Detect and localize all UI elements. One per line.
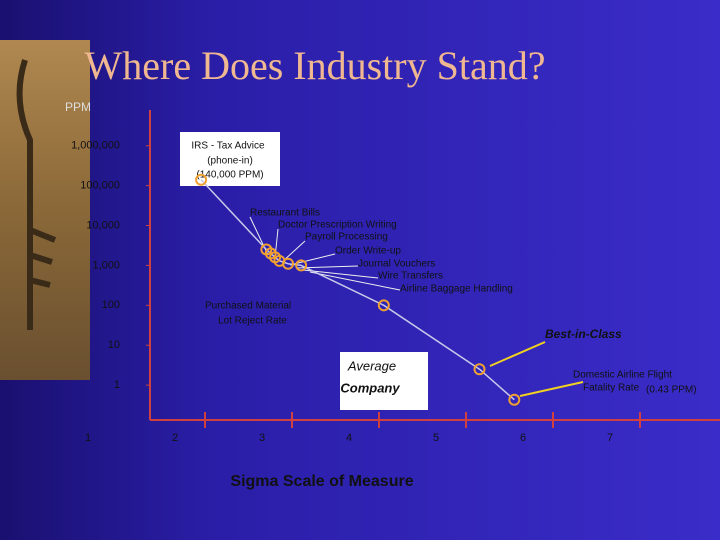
annotation: Company <box>340 380 400 395</box>
annotation: Payroll Processing <box>305 232 388 243</box>
annotation: (140,000 PPM) <box>196 170 263 181</box>
y-tick-label: 10,000 <box>86 219 120 231</box>
annotation-box <box>340 352 428 410</box>
annotation: Journal Vouchers <box>358 259 435 270</box>
point <box>295 259 308 272</box>
annotation: Domestic Airline Flight <box>573 370 672 381</box>
annotation: Best-in-Class <box>545 327 622 341</box>
point <box>377 299 390 312</box>
annotation: Lot Reject Rate <box>218 316 287 327</box>
y-tick-label: 1,000,000 <box>71 140 120 152</box>
y-tick-label: 1 <box>114 379 120 391</box>
key-image <box>0 40 90 380</box>
annotation: IRS - Tax Advice <box>191 141 265 152</box>
y-tick-label: 10 <box>108 339 120 351</box>
annotation: Airline Baggage Handling <box>400 284 513 295</box>
annotation: (phone-in) <box>207 156 253 167</box>
annotation: Fatality Rate <box>583 383 640 394</box>
point <box>195 173 208 186</box>
annotation: Wire Transfers <box>378 271 443 282</box>
annotation: (0.43 PPM) <box>646 385 697 396</box>
y-tick-label: 1,000 <box>92 259 120 271</box>
x-tick-label: 1 <box>85 432 91 444</box>
annotation: Order Write-up <box>335 246 401 257</box>
arrow <box>489 341 546 367</box>
annotation: Purchased Material <box>205 301 291 312</box>
x-tick-label: 6 <box>520 432 526 444</box>
y-tick-label: 100,000 <box>80 180 120 192</box>
annotation: Average <box>347 358 396 373</box>
point <box>473 363 486 376</box>
x-tick-label: 4 <box>346 432 352 444</box>
arrow <box>519 381 584 397</box>
key-shape <box>16 59 57 330</box>
x-tick-label: 2 <box>172 432 178 444</box>
x-tick-label: 3 <box>259 432 265 444</box>
annotation: Restaurant Bills <box>250 208 320 219</box>
slide-title: Where Does Industry Stand? <box>85 43 546 88</box>
x-tick-label: 5 <box>433 432 439 444</box>
y-axis-label: PPM <box>65 100 91 114</box>
point <box>282 257 295 270</box>
x-tick-label: 7 <box>607 432 613 444</box>
x-axis-label: Sigma Scale of Measure <box>230 473 413 490</box>
annotation: Doctor Prescription Writing <box>278 220 397 231</box>
point <box>508 393 521 406</box>
y-tick-label: 100 <box>102 299 120 311</box>
